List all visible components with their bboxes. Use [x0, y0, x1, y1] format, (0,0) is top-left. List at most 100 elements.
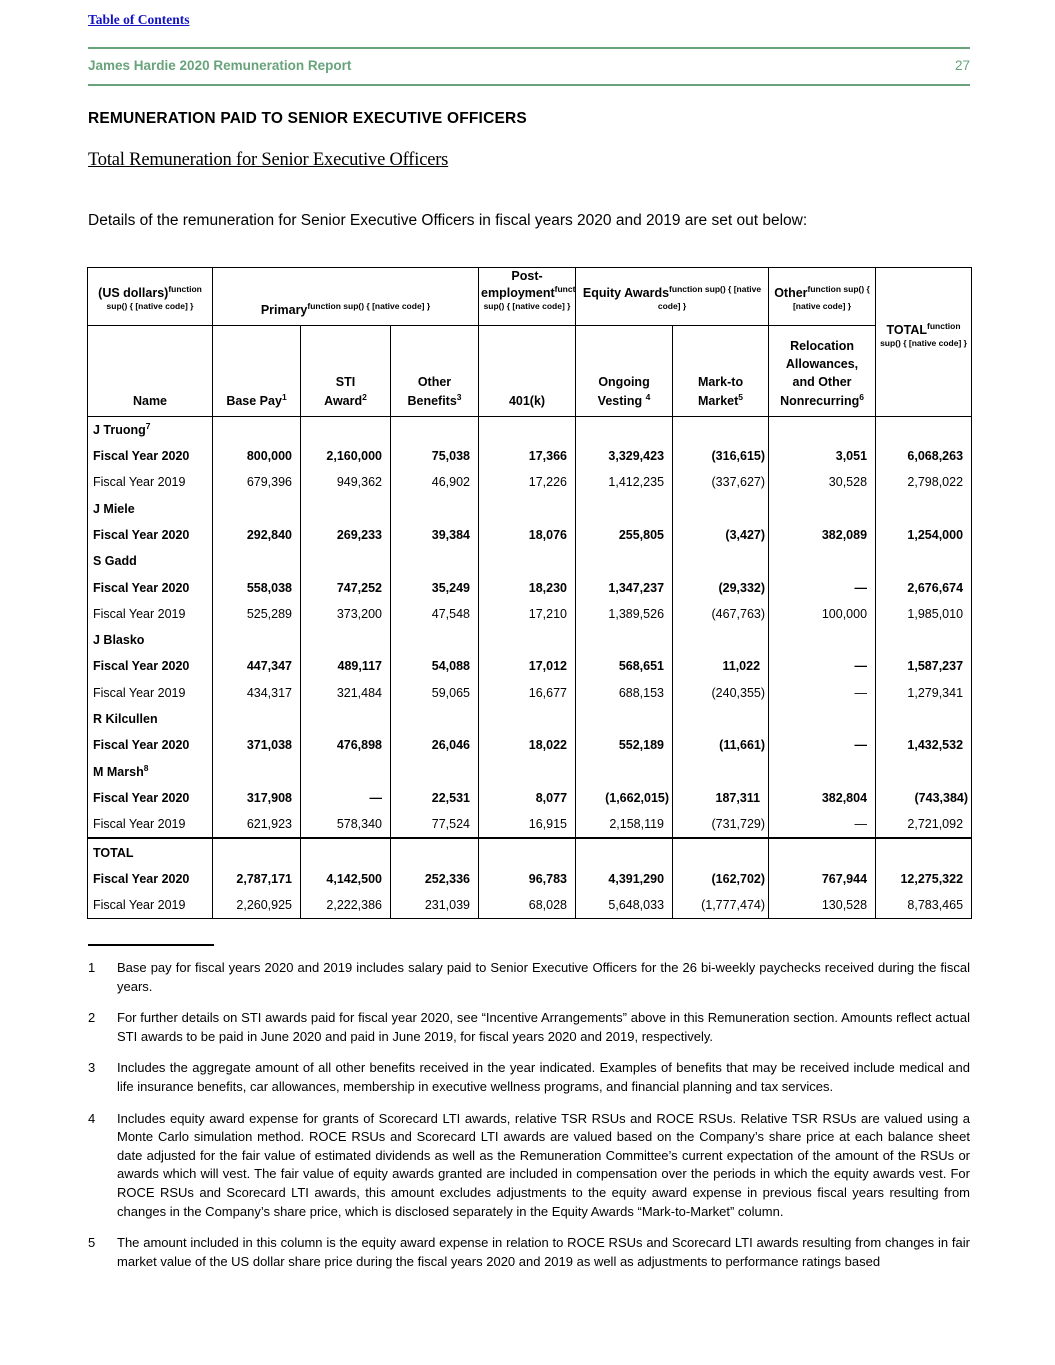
row-label: Fiscal Year 2020: [93, 738, 190, 753]
table-cell: 68,028: [478, 891, 576, 919]
table-cell: 18,076: [478, 521, 576, 549]
table-cell: 1,279,341: [875, 679, 972, 706]
table-cell: [212, 495, 301, 522]
table-row: J Blasko: [88, 627, 972, 654]
table-row: M Marsh8: [88, 758, 972, 785]
table-cell: [672, 837, 769, 866]
table-cell: 35,249: [389, 574, 479, 601]
table-cell: [768, 758, 876, 785]
table-cell: [768, 416, 876, 443]
table-cell: [389, 548, 479, 575]
row-label: Fiscal Year 2019: [93, 606, 186, 621]
table-of-contents-link[interactable]: Table of Contents: [88, 12, 190, 27]
table-cell: (731,729): [672, 811, 769, 839]
table-cell: [300, 627, 391, 654]
table-cell: 46,902: [389, 469, 479, 496]
row-label: Fiscal Year 2019: [93, 898, 186, 913]
table-row: TOTAL: [87, 837, 972, 866]
table-cell: 4,142,500: [300, 865, 391, 892]
table-cell: [672, 416, 769, 443]
table-cell: 3,329,423: [575, 442, 673, 470]
footnote: 2 For further details on STI awards paid …: [88, 1009, 970, 1046]
table-cell: 489,117: [300, 653, 391, 680]
table-cell: 382,804: [768, 784, 876, 812]
table-cell: [212, 416, 301, 443]
table-row: Fiscal Year 2019 2,260,925 2,222,386 231,03…: [88, 891, 972, 919]
row-label: Fiscal Year 2020: [93, 527, 190, 542]
table-cell: (3,427): [672, 521, 769, 549]
table-cell: 373,200: [300, 600, 391, 627]
table-row: Fiscal Year 2020 317,908—22,531 8,077 (1,66…: [88, 784, 972, 812]
table-cell: [389, 627, 479, 654]
table-cell: 26,046: [389, 732, 479, 759]
table-cell: 77,524: [389, 811, 479, 839]
table-cell: 2,160,000: [300, 442, 391, 470]
table-cell: 17,366: [478, 442, 576, 470]
remuneration-table: (US dollars)function sup() { [native cod…: [87, 267, 973, 920]
table-cell: 59,065: [389, 679, 479, 706]
table-cell: [389, 837, 479, 866]
table-cell: [875, 837, 972, 866]
column-header: Relocation Allowances, and Other Nonrecu…: [768, 325, 876, 417]
table-cell: [478, 548, 576, 575]
table-cell: 8,077: [478, 784, 576, 812]
table-cell: 130,528: [768, 891, 876, 919]
table-cell: [300, 548, 391, 575]
table-cell: 949,362: [300, 469, 391, 496]
table-cell: 3,051: [768, 442, 876, 470]
table-cell: 2,158,119: [575, 811, 673, 839]
intro-paragraph: Details of the remuneration for Senior E…: [88, 212, 808, 229]
table-cell: [389, 495, 479, 522]
table-cell: 2,798,022: [875, 469, 972, 496]
table-row: Fiscal Year 2020 2,787,171 4,142,500 252,33…: [88, 865, 972, 892]
table-cell: 2,260,925: [212, 891, 301, 919]
row-label: Fiscal Year 2020: [93, 871, 190, 886]
table-cell: —: [768, 811, 876, 839]
table-cell: [212, 705, 301, 733]
row-label: R Kilcullen: [93, 712, 158, 727]
table-row: Fiscal Year 2019 434,317 321,484 59,065 16,6…: [88, 679, 972, 706]
table-cell: 1,389,526: [575, 600, 673, 627]
running-header-title: James Hardie 2020 Remuneration Report: [88, 58, 352, 73]
table-cell: 4,391,290: [575, 865, 673, 892]
table-cell: 54,088: [389, 653, 479, 680]
table-cell: 17,012: [478, 653, 576, 680]
table-cell: [478, 416, 576, 443]
table-cell: 1,412,235: [575, 469, 673, 496]
table-cell: [212, 758, 301, 785]
table-cell: 747,252: [300, 574, 391, 601]
table-cell: (1,777,474): [672, 891, 769, 919]
table-cell: [300, 495, 391, 522]
table-cell: 558,038: [212, 574, 301, 601]
table-cell: [672, 705, 769, 733]
column-header: (US dollars)function sup() { [native cod…: [87, 267, 213, 326]
table-cell: 96,783: [478, 865, 576, 892]
row-label: Fiscal Year 2020: [93, 790, 190, 805]
table-cell: [875, 416, 972, 443]
table-cell: —: [768, 679, 876, 706]
table-cell: [478, 495, 576, 522]
table-cell: [768, 705, 876, 733]
table-cell: 30,528: [768, 469, 876, 496]
table-cell: 17,210: [478, 600, 576, 627]
table-cell: 688,153: [575, 679, 673, 706]
table-cell: [575, 627, 673, 654]
table-cell: 621,923: [212, 811, 301, 839]
footnote: 1 Base pay for fiscal years 2020 and 2019…: [88, 959, 970, 996]
row-label: Fiscal Year 2020: [93, 659, 190, 674]
row-label: S Gadd: [93, 554, 137, 569]
table-cell: 767,944: [768, 865, 876, 892]
table-cell: —: [768, 574, 876, 601]
table-cell: 8,783,465: [875, 891, 972, 919]
table-cell: [575, 548, 673, 575]
footnote-number: 1: [88, 960, 96, 975]
table-cell: [575, 758, 673, 785]
row-label: TOTAL: [87, 837, 213, 866]
table-cell: 17,226: [478, 469, 576, 496]
table-cell: 447,347: [212, 653, 301, 680]
table-cell: [672, 548, 769, 575]
table-cell: (29,332): [672, 574, 769, 601]
table-cell: [300, 705, 391, 733]
table-cell: (240,355): [672, 679, 769, 706]
